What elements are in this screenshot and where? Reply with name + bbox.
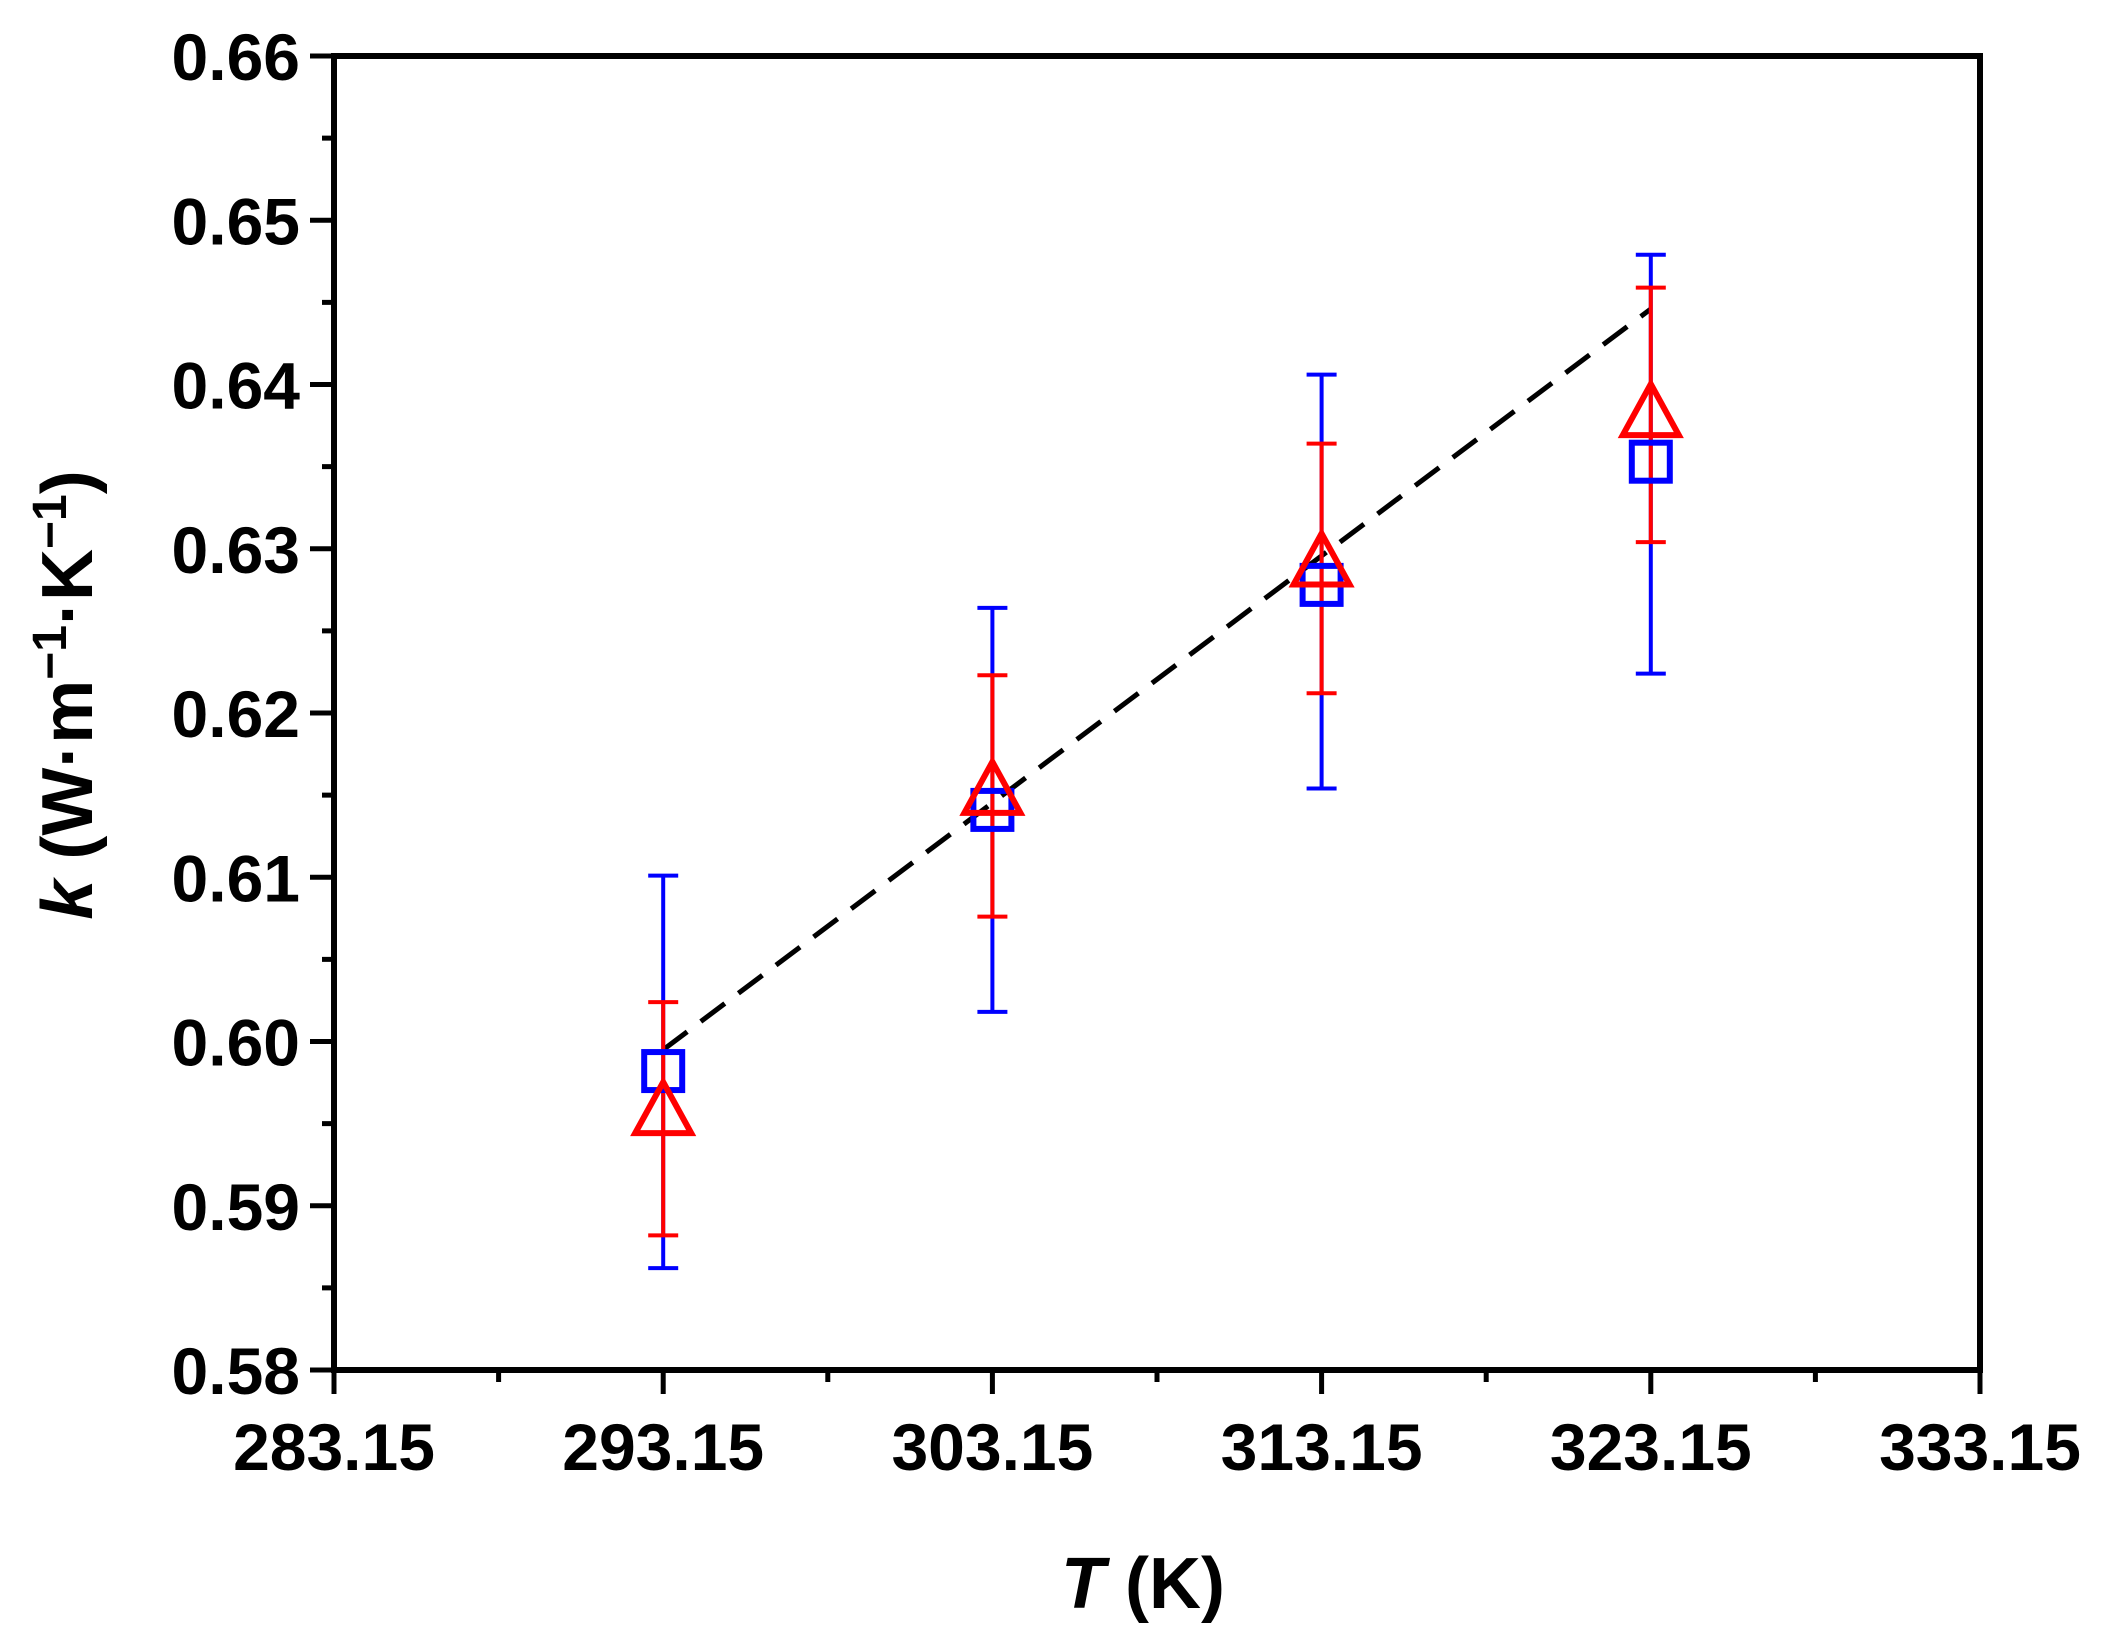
data-point-triangle xyxy=(959,755,1026,816)
markers-layer xyxy=(630,377,1684,1137)
x-axis-title: T (K) xyxy=(1061,1544,1225,1624)
x-axis-unit: (K) xyxy=(1105,1544,1225,1624)
y-axis-exp-2: −1 xyxy=(24,494,77,549)
y-tick-label: 0.60 xyxy=(172,1006,300,1080)
error-bars-layer xyxy=(648,252,1666,1271)
x-axis-symbol: T xyxy=(1061,1544,1111,1624)
x-tick-label: 303.15 xyxy=(891,1410,1093,1484)
x-tick-label: 313.15 xyxy=(1221,1410,1423,1484)
data-point-square xyxy=(641,1049,686,1094)
y-axis-exp-1: −1 xyxy=(24,625,77,680)
y-tick-label: 0.61 xyxy=(172,841,300,915)
error-bar-triangle-0 xyxy=(648,1000,679,1238)
tick-labels-layer: 283.15 293.15 303.15 313.15 323.15 333.15 0.58… xyxy=(172,20,2081,1484)
y-tick-label: 0.62 xyxy=(172,677,300,751)
fit-line-layer xyxy=(661,306,1653,1052)
y-tick-label: 0.65 xyxy=(172,184,300,258)
x-tick-label: 283.15 xyxy=(233,1410,435,1484)
y-axis-unit-suffix: ) xyxy=(28,470,108,494)
data-point-triangle xyxy=(1288,527,1355,588)
axes-layer xyxy=(310,53,1983,1394)
y-tick-label: 0.59 xyxy=(172,1170,300,1244)
plot-frame xyxy=(331,53,1983,1373)
fit-line xyxy=(661,306,1653,1052)
y-tick-label: 0.66 xyxy=(172,20,300,94)
y-axis-unit-prefix: (W·m xyxy=(28,680,108,880)
y-axis-unit-mid: ·K xyxy=(28,549,108,625)
y-axis-symbol: k xyxy=(28,876,108,920)
x-tick-label: 293.15 xyxy=(562,1410,764,1484)
error-bar-triangle-3 xyxy=(1635,285,1666,545)
data-point-square xyxy=(1628,439,1673,484)
data-point-triangle xyxy=(630,1075,697,1137)
x-tick-label: 323.15 xyxy=(1550,1410,1752,1484)
data-point-triangle xyxy=(1617,377,1684,439)
y-tick-label: 0.58 xyxy=(172,1334,300,1408)
error-bar-triangle-1 xyxy=(977,673,1008,919)
y-tick-label: 0.63 xyxy=(172,513,300,587)
y-tick-label: 0.64 xyxy=(172,349,301,423)
y-axis-title: k (W·m−1·K−1) xyxy=(24,470,108,919)
x-tick-label: 333.15 xyxy=(1879,1410,2081,1484)
